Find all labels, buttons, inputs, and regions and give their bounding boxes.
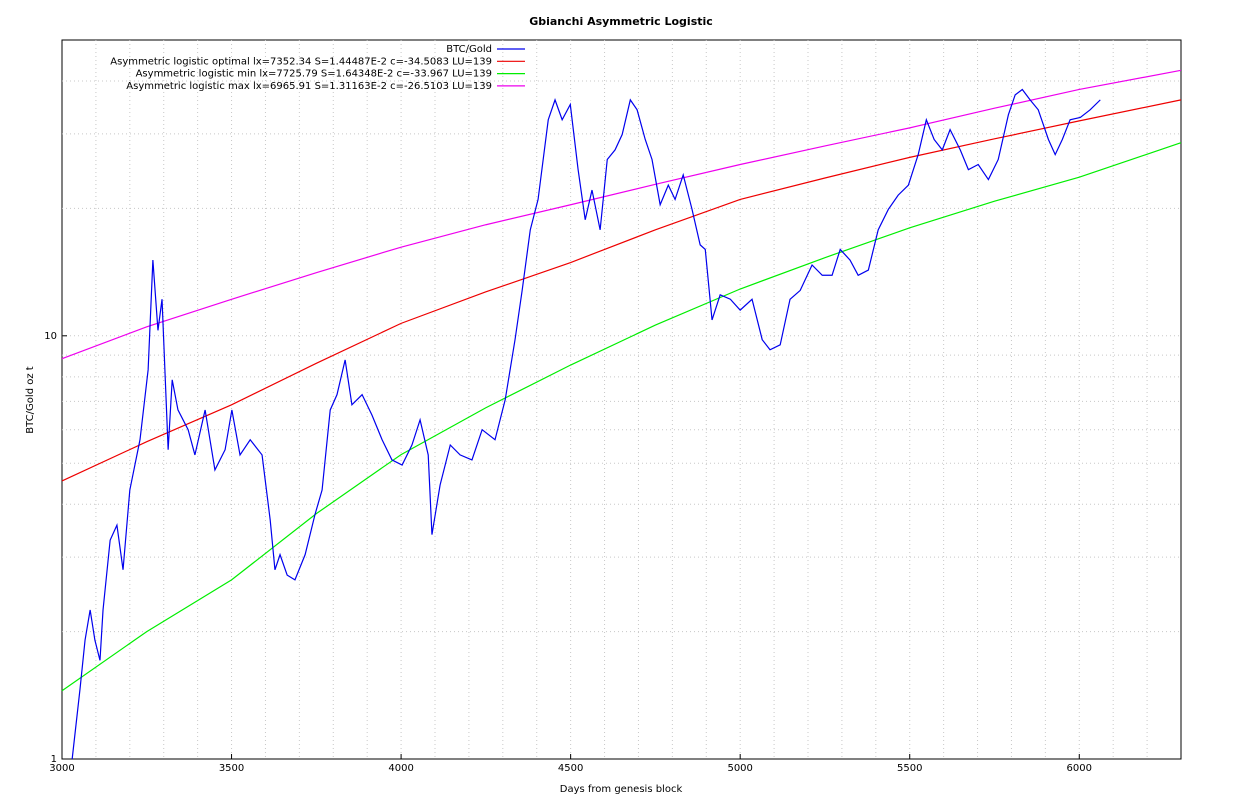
- data-line: [61, 99, 1182, 482]
- legend-label: BTC/Gold: [446, 44, 492, 55]
- x-tick-label: 3000: [49, 763, 74, 774]
- x-tick-label: 4000: [388, 763, 413, 774]
- x-tick-label: 5000: [727, 763, 752, 774]
- x-tick-label: 6000: [1067, 763, 1092, 774]
- x-tick-label: 3500: [219, 763, 244, 774]
- data-line: [61, 69, 1182, 360]
- legend-label: Asymmetric logistic min lx=7725.79 S=1.6…: [136, 69, 492, 80]
- y-tick-label: 1: [51, 754, 57, 765]
- x-tick-label: 5500: [897, 763, 922, 774]
- plot-frame: [61, 39, 1182, 760]
- x-axis-label: Days from genesis block: [560, 784, 683, 795]
- legend-label: Asymmetric logistic max lx=6965.91 S=1.3…: [126, 81, 492, 92]
- y-axis-label: BTC/Gold oz t: [25, 366, 36, 433]
- data-line: [71, 88, 1101, 760]
- x-tick-label: 4500: [558, 763, 583, 774]
- legend-label: Asymmetric logistic optimal lx=7352.34 S…: [110, 56, 492, 67]
- chart-title: Gbianchi Asymmetric Logistic: [529, 15, 713, 28]
- data-line: [61, 142, 1182, 692]
- y-tick-label: 10: [44, 331, 57, 342]
